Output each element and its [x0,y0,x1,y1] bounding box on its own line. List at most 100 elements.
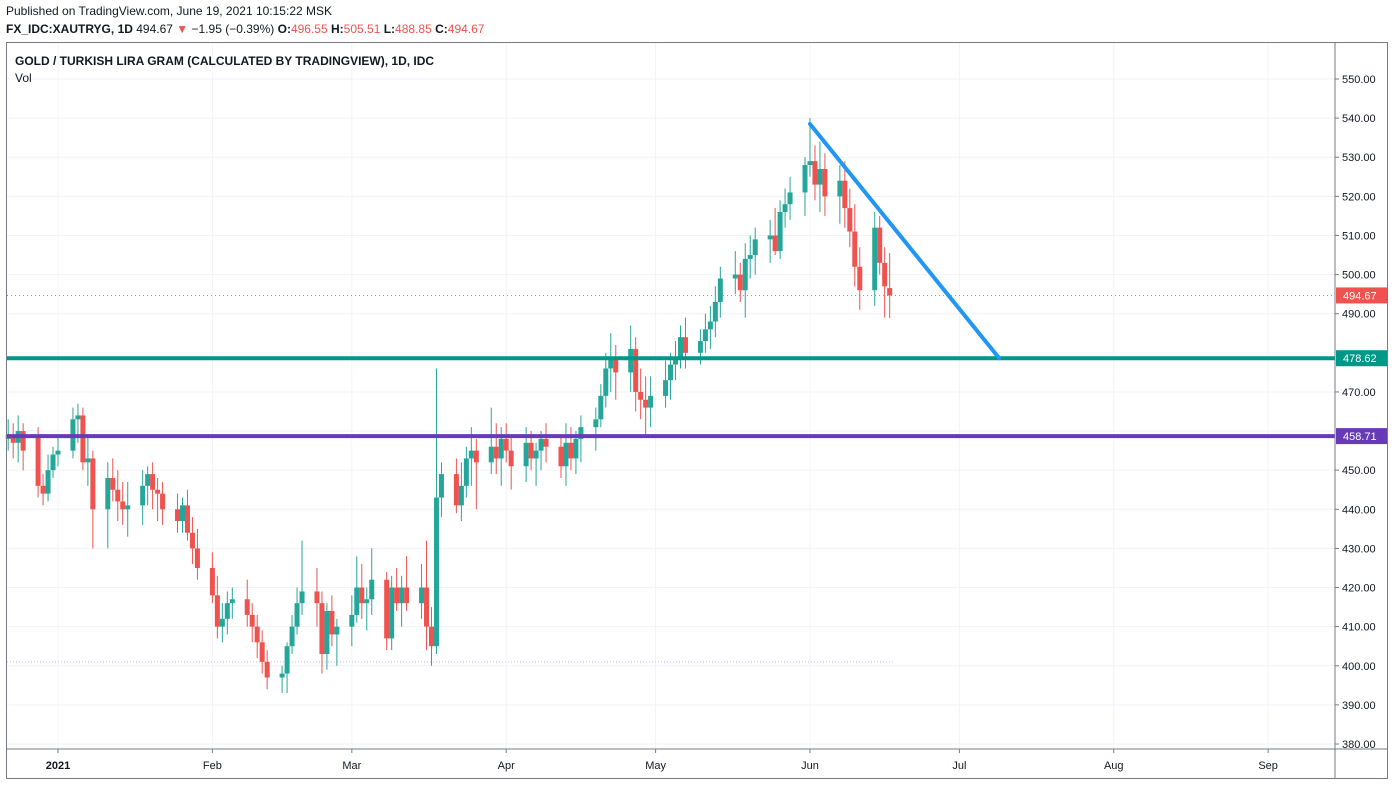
candle-body [369,579,375,600]
candle-down [194,528,200,580]
candle-body [488,446,494,463]
candle-down [404,556,410,611]
candle-body [334,626,340,635]
candle-down [384,571,390,651]
time-tick-label: Jun [801,760,819,772]
price-tick-label: 520.00 [1342,191,1376,203]
chart-title: GOLD / TURKISH LIRA GRAM (CALCULATED BY … [15,54,435,68]
candle-body [264,661,270,678]
candle-up [145,466,151,506]
price-tick-label: 540.00 [1342,113,1376,125]
horizontal-levels [7,294,1335,439]
candle-up [105,462,111,549]
candle-down [852,204,858,287]
candle-up [50,446,56,478]
candle-down [543,423,549,463]
candle-body [508,450,514,467]
candle-body [463,458,469,486]
price-tick-label: 400.00 [1342,661,1376,673]
volume-indicator-label: Vol [15,71,32,85]
candle-up [294,587,300,635]
candle-body [424,587,430,627]
candle-body [528,442,534,459]
candle-body [10,434,16,443]
candle-down [359,564,365,619]
candle-body [568,442,574,459]
candle-body [35,434,41,486]
candle-body [110,478,116,490]
candle-body [160,493,166,510]
candle-down [508,434,514,490]
candle-body [563,442,569,467]
candle-body [852,231,858,267]
candle-body [438,474,444,498]
candle-up [389,575,395,651]
price-tick-label: 510.00 [1342,230,1376,242]
candle-up [433,368,439,655]
candle-down [184,489,190,541]
candle-body [777,212,783,252]
candle-down [842,161,848,228]
candle-up [578,415,584,463]
candle-body [224,603,230,619]
candle-up [438,462,444,518]
candle-body [503,438,509,451]
candle-down [115,470,121,522]
candle-body [259,642,265,662]
candle-up [299,540,305,615]
candle-body [842,180,848,209]
candle-down [772,208,778,256]
candle-body [717,278,723,302]
candle-body [90,458,96,510]
price-tick-label: 380.00 [1342,739,1376,751]
candle-body [737,274,743,291]
candle-up [563,423,569,486]
candle-up [533,442,539,486]
candle-body [772,235,778,252]
candle-down [329,595,335,647]
candle-body [324,611,330,655]
open-value: 496.55 [290,22,328,36]
candle-up [458,462,464,522]
candle-up [284,642,290,694]
candle-down [877,215,883,275]
candle-down [175,493,181,533]
candle-body [598,395,604,420]
candle-body [184,505,190,533]
time-tick-label: Sep [1258,760,1278,772]
candle-down [209,552,215,604]
high-label: H: [331,22,344,36]
candle-down [822,153,828,216]
candle-up [140,470,146,525]
symbol-legend: FX_IDC:XAUTRYG, 1D 494.67 ▼ −1.95 (−0.39… [6,22,484,36]
candle-body [115,489,121,502]
open-label: O: [277,22,291,36]
candle-body [244,599,250,615]
candle-down [453,458,459,514]
candle-down [882,247,888,318]
candle-body [419,587,425,604]
candle-up [399,575,405,627]
candle-down [633,337,639,412]
candle-body [533,450,539,459]
candle-body [384,579,390,639]
candle-body [812,161,818,185]
candle-down [110,458,116,502]
price-axis: 550.00 540.00 530.00 520.00 510.00 500.00 490.… [1334,43,1387,779]
candle-body [229,599,235,604]
candle-body [468,450,474,459]
candle-body [603,368,609,396]
candle-body [180,505,185,522]
candle-body [433,497,439,647]
candle-up [837,165,843,224]
candle-body [673,356,679,365]
candle-up [747,235,753,279]
candle-body [125,505,131,510]
candle-down [120,481,126,525]
candle-body [75,415,81,420]
candle-body [857,266,863,291]
candle-up [45,454,51,502]
candle-down [80,407,86,471]
candle-body [578,427,584,439]
